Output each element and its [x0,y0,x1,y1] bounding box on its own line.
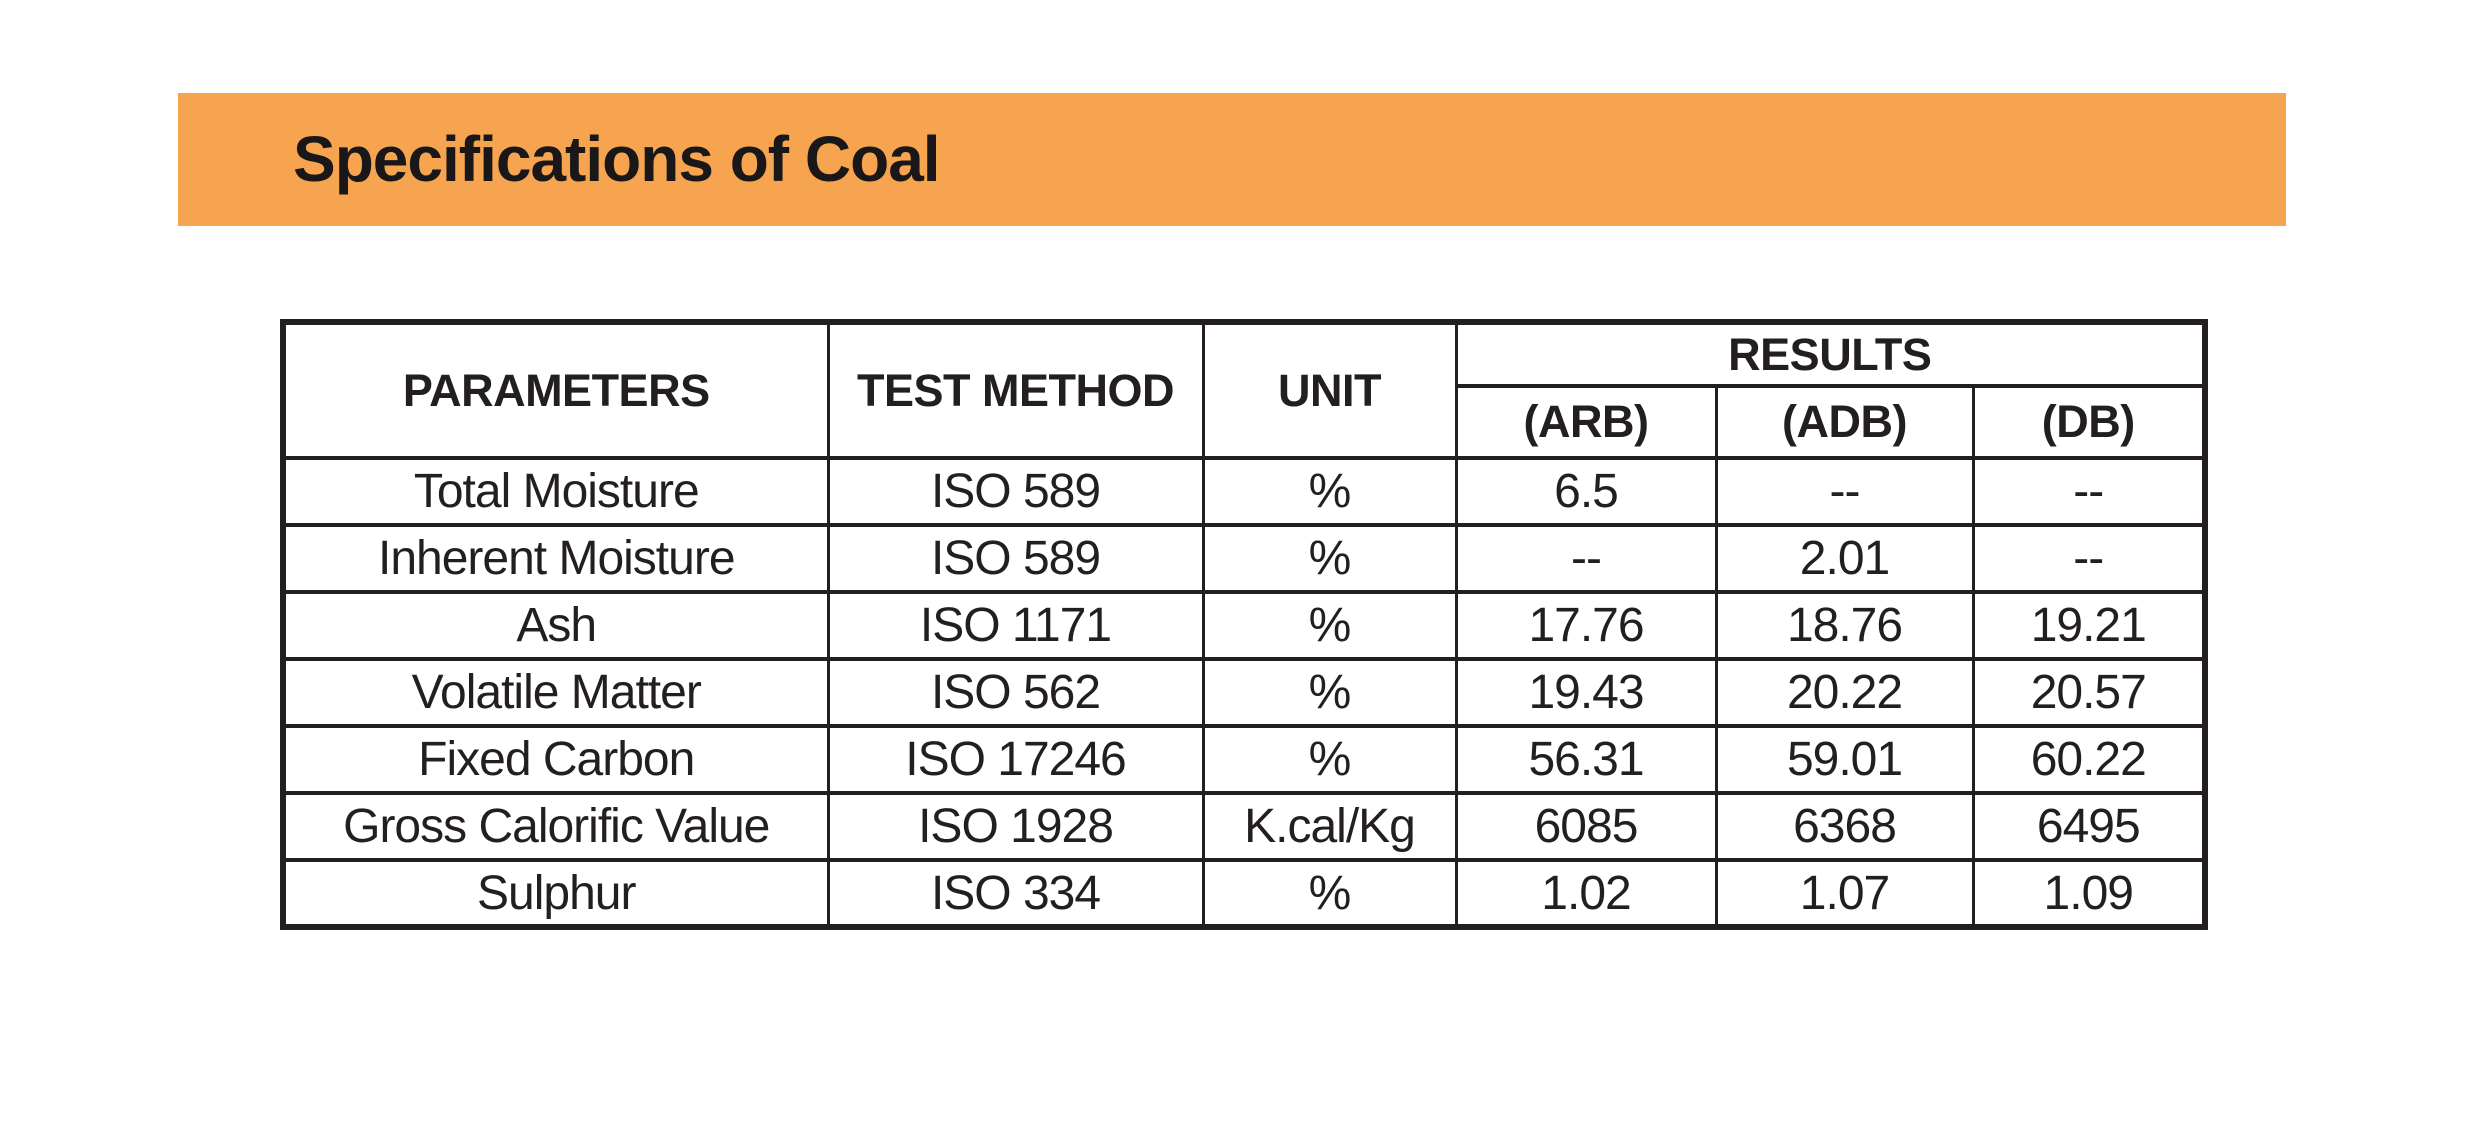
arb-value-cell: 1.02 [1454,858,1718,929]
unit-cell: % [1201,858,1458,929]
col-header-db: (DB) [1971,384,2207,460]
arb-value-cell: 6.5 [1454,456,1718,527]
db-value-cell: 20.57 [1971,657,2207,728]
unit-cell: % [1201,657,1458,728]
col-header-results: RESULTS [1454,320,2207,388]
test-method-cell: ISO 589 [826,523,1205,594]
arb-value-cell: 19.43 [1454,657,1718,728]
table-row-fixed-carbon: Fixed Carbon ISO 17246 % 56.31 59.01 60.… [281,724,2207,795]
arb-value-cell: 6085 [1454,791,1718,862]
db-value-cell: 1.09 [1971,858,2207,929]
test-method-cell: ISO 334 [826,858,1205,929]
adb-value-cell: -- [1714,456,1975,527]
coal-specifications-table: PARAMETERS TEST METHOD UNIT RESULTS (ARB… [280,319,2209,930]
db-value-cell: 60.22 [1971,724,2207,795]
adb-value-cell: 1.07 [1714,858,1975,929]
unit-cell: % [1201,456,1458,527]
col-header-parameters: PARAMETERS [281,320,830,460]
test-method-cell: ISO 1171 [826,590,1205,661]
test-method-cell: ISO 1928 [826,791,1205,862]
test-method-cell: ISO 17246 [826,724,1205,795]
unit-cell: % [1201,590,1458,661]
parameter-cell: Sulphur [281,858,830,929]
test-method-cell: ISO 562 [826,657,1205,728]
arb-value-cell: -- [1454,523,1718,594]
parameter-cell: Gross Calorific Value [281,791,830,862]
adb-value-cell: 18.76 [1714,590,1975,661]
parameter-cell: Volatile Matter [281,657,830,728]
title-banner: Specifications of Coal [178,93,2286,226]
parameter-cell: Total Moisture [281,456,830,527]
table-row-gross-calorific-value: Gross Calorific Value ISO 1928 K.cal/Kg … [281,791,2207,862]
col-header-unit: UNIT [1201,320,1458,460]
table-row-sulphur: Sulphur ISO 334 % 1.02 1.07 1.09 [281,858,2207,929]
unit-cell: % [1201,724,1458,795]
db-value-cell: 6495 [1971,791,2207,862]
col-header-adb: (ADB) [1714,384,1975,460]
parameter-cell: Fixed Carbon [281,724,830,795]
table-row-total-moisture: Total Moisture ISO 589 % 6.5 -- -- [281,456,2207,527]
arb-value-cell: 17.76 [1454,590,1718,661]
table-row-ash: Ash ISO 1171 % 17.76 18.76 19.21 [281,590,2207,661]
test-method-cell: ISO 589 [826,456,1205,527]
db-value-cell: -- [1971,523,2207,594]
col-header-test-method: TEST METHOD [826,320,1205,460]
page-title: Specifications of Coal [293,123,941,195]
adb-value-cell: 59.01 [1714,724,1975,795]
unit-cell: K.cal/Kg [1201,791,1458,862]
db-value-cell: -- [1971,456,2207,527]
unit-cell: % [1201,523,1458,594]
adb-value-cell: 20.22 [1714,657,1975,728]
parameter-cell: Inherent Moisture [281,523,830,594]
parameter-cell: Ash [281,590,830,661]
db-value-cell: 19.21 [1971,590,2207,661]
adb-value-cell: 6368 [1714,791,1975,862]
adb-value-cell: 2.01 [1714,523,1975,594]
table-row-volatile-matter: Volatile Matter ISO 562 % 19.43 20.22 20… [281,657,2207,728]
col-header-arb: (ARB) [1454,384,1718,460]
table-row-inherent-moisture: Inherent Moisture ISO 589 % -- 2.01 -- [281,523,2207,594]
arb-value-cell: 56.31 [1454,724,1718,795]
